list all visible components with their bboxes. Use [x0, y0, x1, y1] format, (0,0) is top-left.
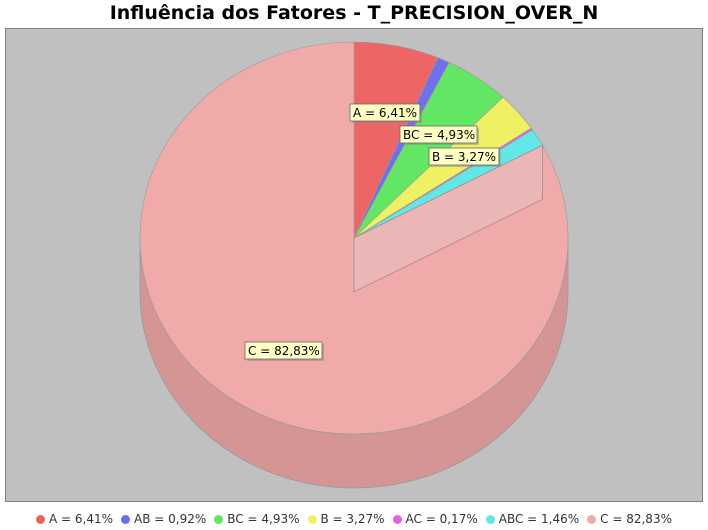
legend-item-b: B = 3,27% [307, 512, 385, 526]
data-label-text-a: A = 6,41% [353, 106, 417, 120]
legend-swatch-ac [392, 514, 402, 524]
legend-swatch-ab [121, 514, 131, 524]
legend-item-bc: BC = 4,93% [214, 512, 300, 526]
data-label-text-b: B = 3,27% [432, 150, 496, 164]
legend-label-bc: BC = 4,93% [227, 512, 300, 526]
chart-title: Influência dos Fatores - T_PRECISION_OVE… [109, 2, 599, 24]
data-label-text-c: C = 82,83% [248, 344, 320, 358]
legend-item-abc: ABC = 1,46% [485, 512, 580, 526]
data-label-a: A = 6,41% [349, 103, 422, 123]
legend-label-ab: AB = 0,92% [134, 512, 207, 526]
data-label-bc: BC = 4,93% [399, 125, 479, 145]
legend-label-b: B = 3,27% [320, 512, 385, 526]
legend-swatch-c [587, 514, 597, 524]
legend-swatch-abc [485, 514, 495, 524]
legend-swatch-a [36, 514, 46, 524]
data-label-c: C = 82,83% [244, 341, 324, 361]
legend-label-a: A = 6,41% [49, 512, 114, 526]
legend-item-c: C = 82,83% [587, 512, 672, 526]
legend-label-abc: ABC = 1,46% [498, 512, 580, 526]
legend: A = 6,41% AB = 0,92% BC = 4,93% B = 3,27% AC… [0, 510, 708, 528]
legend-label-ac: AC = 0,17% [405, 512, 478, 526]
pie-inner-wall [353, 144, 543, 293]
legend-item-ac: AC = 0,17% [392, 512, 478, 526]
legend-item-a: A = 6,41% [36, 512, 113, 526]
data-label-b: B = 3,27% [428, 147, 501, 167]
data-label-text-bc: BC = 4,93% [403, 128, 475, 142]
legend-swatch-b [307, 514, 317, 524]
legend-label-c: C = 82,83% [600, 512, 672, 526]
legend-swatch-bc [214, 514, 224, 524]
legend-item-ab: AB = 0,92% [121, 512, 206, 526]
